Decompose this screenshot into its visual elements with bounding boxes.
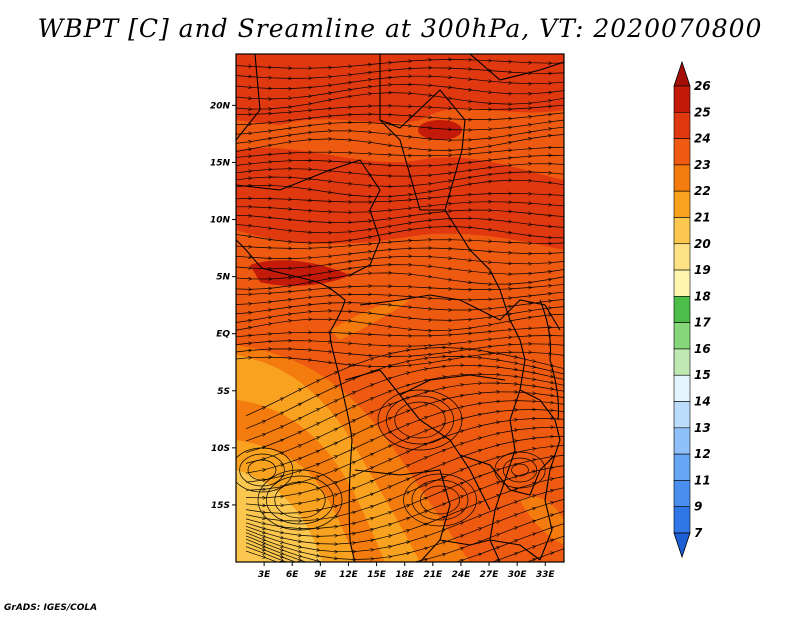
colorbar-bottom-arrow: [673, 532, 691, 559]
streamline-swirl: [236, 447, 294, 493]
colorbar: 7 9 11 12 13 14 15 16 17 18 19 20 21 22 23 24 25 26: [673, 60, 711, 559]
colorbar-box: [673, 164, 691, 192]
lon-tick-label: 9E: [314, 570, 327, 580]
streamline-swirl: [386, 395, 454, 445]
border-botswana: [439, 539, 541, 561]
border-central: [359, 294, 561, 331]
border-drc-south: [344, 369, 491, 511]
border-chad: [379, 119, 445, 211]
colorbar-label: 24: [694, 132, 711, 146]
colorbar-label: 11: [694, 473, 711, 487]
colorbar-label: 19: [694, 263, 711, 277]
colorbar-label: 23: [694, 158, 711, 172]
lon-tick-label: 3E: [258, 570, 271, 580]
streamline-swirl: [394, 401, 446, 439]
streamline-swirl: [403, 473, 477, 527]
lat-tick-label: 5S: [217, 387, 230, 397]
streamline-swirl: [239, 453, 285, 487]
lat-tick-label: EQ: [216, 330, 230, 340]
lon-tick-label: 24E: [452, 570, 472, 580]
longitude-axis: 3E 6E 9E 12E 15E 18E 21E 24E 27E 30E 33E: [258, 562, 556, 580]
colorbar-label: 26: [694, 79, 711, 93]
colorbar-box: [673, 427, 691, 455]
colorbar-box: [673, 269, 691, 297]
border-zambia: [459, 454, 556, 496]
borders: [236, 54, 564, 562]
grads-credit: GrADS: IGES/COLA: [4, 603, 98, 613]
map-area: [236, 54, 564, 562]
border-lakes: [539, 299, 560, 421]
colorbar-label: 21: [694, 210, 711, 224]
streamline-swirl: [494, 451, 546, 489]
map-title: WBPT [C] and Sreamline at 300hPa, VT: 20…: [37, 14, 763, 43]
colorbar-box: [673, 348, 691, 376]
streamlines: [236, 60, 564, 562]
colorbar-label: 12: [694, 447, 711, 461]
streamline-swirl: [274, 481, 326, 519]
lat-tick-label: 15S: [211, 501, 230, 511]
colorbar-label: 25: [694, 105, 711, 119]
lat-tick-label: 20N: [210, 101, 231, 111]
colorbar-label: 22: [694, 184, 711, 198]
streamline-swirl: [377, 389, 463, 451]
colorbar-box: [673, 453, 691, 481]
lon-tick-label: 15E: [367, 570, 387, 580]
border-egypt: [469, 54, 564, 81]
colorbar-label: 18: [694, 289, 711, 303]
map-frame: [235, 53, 565, 563]
colorbar-label: 17: [694, 316, 711, 330]
lon-tick-label: 12E: [339, 570, 359, 580]
colorbar-label: 20: [694, 237, 711, 251]
lon-tick-label: 6E: [286, 570, 299, 580]
lon-tick-label: 30E: [508, 570, 528, 580]
border-drc-east: [399, 374, 506, 396]
lon-tick-label: 18E: [395, 570, 415, 580]
colorbar-box: [673, 401, 691, 429]
streamline: [236, 193, 564, 202]
colorbar-label: 16: [694, 342, 711, 356]
colorbar-box: [673, 322, 691, 350]
lat-tick-label: 5N: [216, 273, 230, 283]
colorbar-box: [673, 111, 691, 139]
lon-tick-label: 33E: [536, 570, 556, 580]
west-coastline: [236, 239, 356, 562]
colorbar-box: [673, 506, 691, 534]
wbpt-patch-max: [418, 120, 462, 140]
colorbar-box: [673, 85, 691, 113]
colorbar-box: [673, 138, 691, 166]
colorbar-label: 14: [694, 395, 711, 409]
streamline-swirl: [420, 485, 460, 515]
streamline-swirl: [257, 469, 343, 531]
lat-tick-label: 10N: [210, 216, 231, 226]
latitude-axis: 20N 15N 10N 5N EQ 5S 10S 15S: [210, 101, 236, 511]
streamline-swirl: [247, 459, 277, 481]
border-mozambique: [519, 389, 561, 561]
border-sahel: [236, 159, 381, 276]
colorbar-box: [673, 296, 691, 323]
lat-tick-label: 15N: [210, 158, 231, 168]
border-namibia: [354, 469, 451, 562]
east-border: [379, 54, 526, 562]
border-nw: [236, 54, 261, 141]
colorbar-box: [673, 374, 691, 402]
colorbar-top-arrow: [673, 60, 691, 87]
colorbar-box: [673, 190, 691, 218]
streamline-swirl: [411, 479, 469, 521]
lon-tick-label: 27E: [480, 570, 500, 580]
colorbar-label: 13: [694, 421, 711, 435]
colorbar-label: 7: [694, 526, 703, 540]
streamline-swirl: [511, 463, 529, 477]
colorbar-label: 15: [694, 368, 711, 382]
lon-tick-label: 21E: [423, 570, 443, 580]
colorbar-box: [673, 480, 691, 508]
colorbar-box: [673, 217, 691, 245]
streamline-swirl: [502, 457, 538, 483]
streamline-swirl: [266, 475, 334, 525]
colorbar-box: [673, 243, 691, 271]
lat-tick-label: 10S: [211, 444, 230, 454]
colorbar-label: 9: [694, 500, 702, 514]
